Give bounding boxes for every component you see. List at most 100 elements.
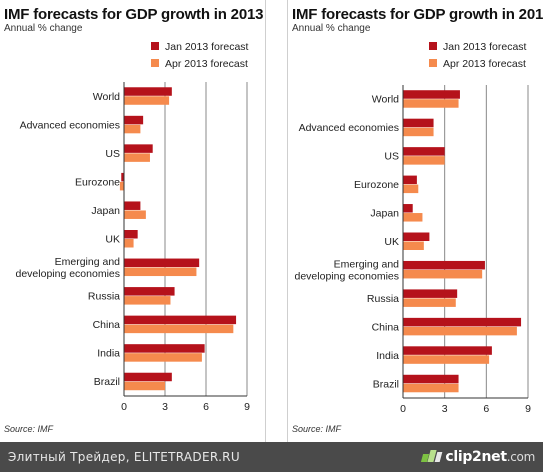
- category-label-emerging-and-developing-economies: Emerging and: [55, 256, 121, 268]
- footer-brand-suffix: .com: [506, 450, 536, 464]
- legend-label-jan-2013-forecast: Jan 2013 forecast: [165, 41, 249, 53]
- bar-uk-apr-2013-forecast: [403, 241, 424, 250]
- category-label-china: China: [372, 321, 400, 333]
- bar-eurozone-apr-2013-forecast: [119, 181, 124, 191]
- bar-japan-jan-2013-forecast: [403, 204, 413, 213]
- category-label-emerging-and-developing-economies: Emerging and: [334, 258, 400, 270]
- bar-emerging-and-developing-economies-jan-2013-forecast: [124, 258, 200, 268]
- bar-russia-apr-2013-forecast: [124, 296, 171, 305]
- bar-world-jan-2013-forecast: [124, 87, 172, 96]
- footer-site-label: Элитный Трейдер, ELITETRADER.RU: [8, 450, 240, 464]
- bar-us-jan-2013-forecast: [403, 147, 445, 156]
- bar-eurozone-jan-2013-forecast: [403, 175, 417, 185]
- chart-source: Source: IMF: [292, 424, 342, 434]
- x-tick-label: 6: [203, 401, 209, 413]
- category-label-advanced-economies: Advanced economies: [20, 119, 120, 131]
- x-tick-label: 3: [162, 401, 168, 413]
- category-label-japan: Japan: [370, 208, 399, 220]
- bar-world-jan-2013-forecast: [403, 90, 460, 99]
- category-label-us: US: [105, 148, 120, 160]
- chart-subtitle: Annual % change: [4, 23, 83, 34]
- legend-swatch-jan-2013-forecast: [429, 42, 437, 50]
- bar-india-jan-2013-forecast: [403, 346, 492, 355]
- clip2net-logo-icon: [421, 450, 443, 464]
- bar-uk-apr-2013-forecast: [124, 239, 134, 248]
- bar-world-apr-2013-forecast: [403, 99, 459, 108]
- chart-source: Source: IMF: [4, 424, 54, 434]
- clip2net-logo: clip2net.com: [421, 448, 536, 466]
- legend-label-apr-2013-forecast: Apr 2013 forecast: [443, 58, 526, 70]
- category-label-russia: Russia: [88, 291, 120, 303]
- category-label-china: China: [93, 319, 121, 331]
- chart-subtitle: Annual % change: [292, 23, 371, 34]
- bar-us-apr-2013-forecast: [403, 156, 445, 165]
- bar-us-apr-2013-forecast: [124, 153, 150, 162]
- bar-brazil-jan-2013-forecast: [403, 374, 459, 384]
- category-label-brazil: Brazil: [373, 378, 399, 390]
- category-label-japan: Japan: [91, 205, 120, 217]
- chart-title: IMF forecasts for GDP growth in 2013: [4, 6, 264, 23]
- category-label-india: India: [97, 348, 120, 360]
- bar-emerging-and-developing-economies-apr-2013-forecast: [403, 269, 483, 279]
- x-tick-label: 6: [483, 403, 489, 415]
- bar-russia-apr-2013-forecast: [403, 298, 456, 307]
- legend-swatch-apr-2013-forecast: [429, 59, 437, 67]
- bar-emerging-and-developing-economies-jan-2013-forecast: [403, 260, 485, 270]
- bar-brazil-apr-2013-forecast: [124, 381, 165, 391]
- legend-label-apr-2013-forecast: Apr 2013 forecast: [165, 58, 248, 70]
- chart-panel-2014: IMF forecasts for GDP growth in 2014 Ann…: [287, 0, 543, 442]
- x-tick-label: 0: [400, 403, 406, 415]
- bar-advanced-economies-apr-2013-forecast: [124, 124, 141, 134]
- bar-india-jan-2013-forecast: [124, 344, 205, 353]
- bar-russia-jan-2013-forecast: [403, 289, 458, 298]
- bar-advanced-economies-jan-2013-forecast: [124, 115, 144, 125]
- category-label-world: World: [372, 94, 399, 106]
- bar-uk-jan-2013-forecast: [403, 232, 430, 241]
- bar-japan-apr-2013-forecast: [124, 210, 146, 219]
- category-label-emerging-and-developing-economies: developing economies: [16, 268, 121, 280]
- bar-eurozone-jan-2013-forecast: [121, 172, 124, 182]
- x-tick-label: 9: [525, 403, 531, 415]
- footer-bar: Элитный Трейдер, ELITETRADER.RU clip2net…: [0, 442, 543, 472]
- category-label-india: India: [376, 350, 399, 362]
- category-label-uk: UK: [384, 236, 399, 248]
- footer-brand-label: clip2net: [445, 449, 507, 465]
- legend-swatch-apr-2013-forecast: [151, 59, 159, 67]
- category-label-uk: UK: [105, 234, 120, 246]
- bar-world-apr-2013-forecast: [124, 96, 170, 105]
- bar-india-apr-2013-forecast: [403, 355, 490, 364]
- category-label-eurozone: Eurozone: [75, 176, 120, 188]
- category-label-us: US: [384, 151, 399, 163]
- bar-china-apr-2013-forecast: [403, 326, 517, 336]
- chart-title: IMF forecasts for GDP growth in 2014: [292, 6, 543, 23]
- bar-advanced-economies-jan-2013-forecast: [403, 118, 434, 128]
- category-label-advanced-economies: Advanced economies: [299, 122, 399, 134]
- bar-india-apr-2013-forecast: [124, 353, 202, 362]
- x-tick-label: 9: [244, 401, 250, 413]
- bar-us-jan-2013-forecast: [124, 144, 153, 153]
- bar-brazil-apr-2013-forecast: [403, 383, 459, 393]
- category-label-world: World: [93, 91, 120, 103]
- bar-japan-apr-2013-forecast: [403, 213, 423, 222]
- legend-swatch-jan-2013-forecast: [151, 42, 159, 50]
- bar-china-jan-2013-forecast: [124, 315, 237, 325]
- category-label-eurozone: Eurozone: [354, 179, 399, 191]
- bar-russia-jan-2013-forecast: [124, 287, 175, 296]
- category-label-emerging-and-developing-economies: developing economies: [295, 270, 400, 282]
- x-tick-label: 0: [121, 401, 127, 413]
- bar-chart-2014: Jan 2013 forecast Apr 2013 forecast World A…: [295, 41, 532, 415]
- legend-label-jan-2013-forecast: Jan 2013 forecast: [443, 41, 527, 53]
- bar-brazil-jan-2013-forecast: [124, 372, 172, 382]
- bar-uk-jan-2013-forecast: [124, 230, 138, 239]
- bar-chart-2013: Jan 2013 forecast Apr 2013 forecast World A…: [16, 41, 251, 413]
- bar-japan-jan-2013-forecast: [124, 201, 141, 210]
- bar-china-jan-2013-forecast: [403, 317, 522, 327]
- bar-emerging-and-developing-economies-apr-2013-forecast: [124, 267, 197, 277]
- category-label-russia: Russia: [367, 293, 399, 305]
- x-tick-label: 3: [442, 403, 448, 415]
- bar-china-apr-2013-forecast: [124, 324, 234, 334]
- bar-eurozone-apr-2013-forecast: [403, 184, 419, 194]
- category-label-brazil: Brazil: [94, 376, 120, 388]
- bar-advanced-economies-apr-2013-forecast: [403, 127, 434, 137]
- chart-panel-2013: IMF forecasts for GDP growth in 2013 Ann…: [0, 0, 266, 442]
